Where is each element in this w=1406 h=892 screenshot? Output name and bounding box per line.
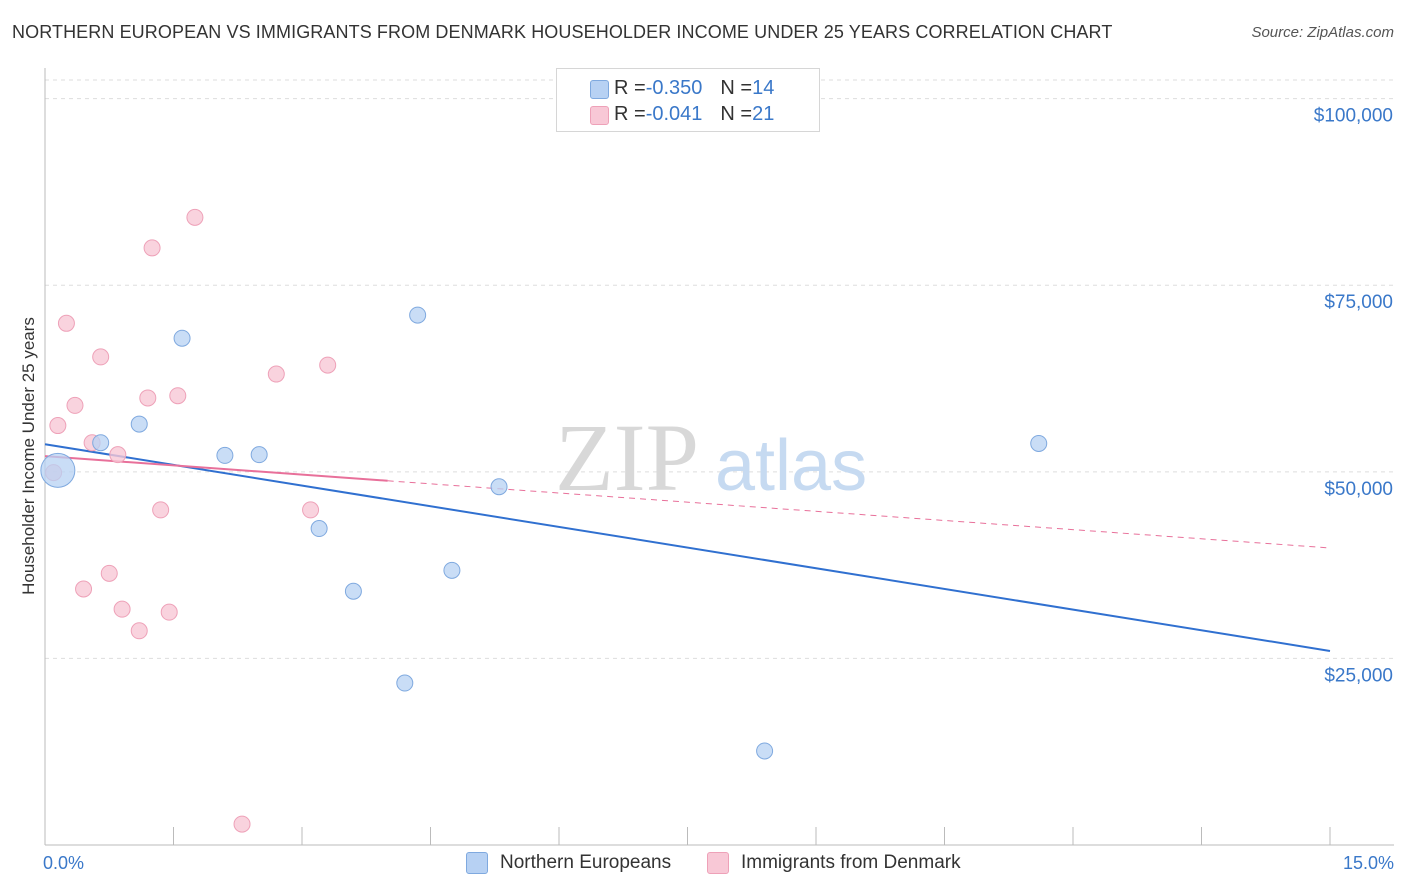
legend-swatch-blue (590, 80, 609, 99)
point-immigrants-denmark (92, 348, 110, 366)
trend-line-northern-europeans (44, 443, 1331, 652)
point-immigrants-denmark (109, 446, 127, 464)
point-northern-europeans (396, 674, 414, 692)
point-immigrants-denmark (130, 622, 148, 640)
point-immigrants-denmark (152, 501, 170, 519)
point-immigrants-denmark (233, 815, 251, 833)
legend-row-immigrants-denmark: R = -0.041 N = 21 (590, 101, 775, 127)
legend-item-northern-europeans[interactable]: Northern Europeans (466, 852, 671, 874)
correlation-legend: R = -0.350 N = 14 R = -0.041 N = 21 (556, 68, 820, 132)
trend-lines (44, 443, 1331, 652)
point-immigrants-denmark (139, 389, 157, 407)
point-immigrants-denmark (100, 564, 118, 582)
point-northern-europeans (490, 478, 508, 496)
point-northern-europeans (409, 306, 427, 324)
legend-row-northern-europeans: R = -0.350 N = 14 (590, 75, 775, 101)
point-immigrants-denmark (57, 314, 75, 332)
y-tick-label: $25,000 (1324, 665, 1393, 686)
data-points (40, 208, 1048, 833)
legend-label: Immigrants from Denmark (741, 852, 961, 873)
point-immigrants-denmark (49, 417, 67, 435)
point-immigrants-denmark (319, 356, 337, 374)
legend-swatch-pink (707, 852, 729, 874)
x-tick-min: 0.0% (43, 853, 84, 873)
legend-n-value: 21 (752, 102, 775, 125)
legend-n-label: N = (720, 76, 753, 99)
legend-r-value: -0.350 (645, 76, 703, 99)
legend-item-immigrants-denmark[interactable]: Immigrants from Denmark (707, 852, 961, 874)
y-tick-label: $75,000 (1324, 292, 1393, 313)
point-northern-europeans (344, 582, 362, 600)
point-northern-europeans (310, 520, 328, 538)
legend-r-label: R = (614, 76, 646, 99)
point-northern-europeans (216, 446, 234, 464)
point-northern-europeans (756, 742, 774, 760)
legend-n-label: N = (720, 102, 753, 125)
point-immigrants-denmark (66, 396, 84, 414)
legend-swatch-blue (466, 852, 488, 874)
chart-title: NORTHERN EUROPEAN VS IMMIGRANTS FROM DEN… (12, 22, 1113, 42)
point-northern-europeans (250, 446, 268, 464)
point-northern-europeans-large (40, 452, 76, 488)
point-northern-europeans (173, 329, 191, 347)
grid-layer (45, 79, 1394, 659)
trend-line-immigrants-denmark (44, 455, 388, 482)
point-northern-europeans (1030, 434, 1048, 452)
watermark-zip: ZIP (555, 404, 699, 511)
point-immigrants-denmark (75, 580, 93, 598)
legend-r-value: -0.041 (645, 102, 703, 125)
point-immigrants-denmark (302, 501, 320, 519)
y-tick-label: $50,000 (1324, 479, 1393, 500)
watermark: ZIP atlas (555, 404, 867, 511)
point-northern-europeans (130, 415, 148, 433)
legend-swatch-pink (590, 106, 609, 125)
axis-labels: Householder Income Under 25 years 0.0% 1… (19, 106, 1394, 873)
legend-r-label: R = (614, 102, 646, 125)
point-immigrants-denmark (169, 387, 187, 405)
y-axis-label: Householder Income Under 25 years (19, 317, 38, 595)
source-note: Source: ZipAtlas.com (1251, 24, 1394, 41)
legend-label: Northern Europeans (500, 852, 672, 873)
point-immigrants-denmark (160, 603, 178, 621)
trend-line-immigrants-denmark-extrapolated (387, 480, 1331, 549)
point-northern-europeans (92, 434, 110, 452)
point-northern-europeans (443, 561, 461, 579)
point-immigrants-denmark (113, 600, 131, 618)
point-immigrants-denmark (186, 208, 204, 226)
y-tick-label: $100,000 (1314, 106, 1393, 127)
point-immigrants-denmark (143, 239, 161, 257)
point-immigrants-denmark (267, 365, 285, 383)
watermark-atlas: atlas (715, 426, 867, 506)
axes-layer (44, 68, 1394, 846)
legend-n-value: 14 (752, 76, 775, 99)
x-tick-max: 15.0% (1343, 853, 1394, 873)
